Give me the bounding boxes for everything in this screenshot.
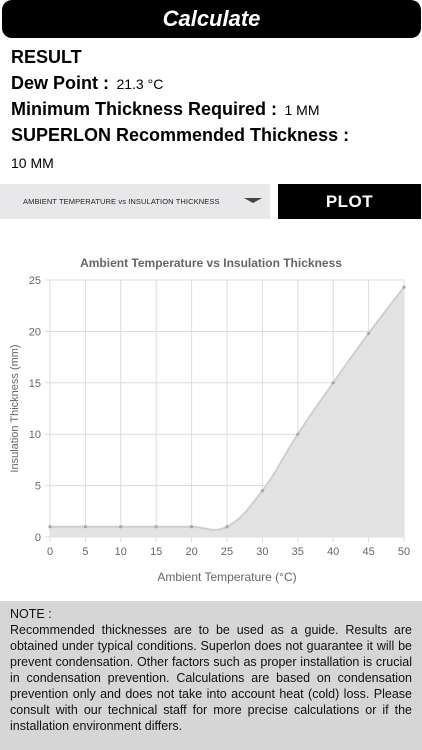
- data-point: [48, 525, 52, 529]
- x-tick-label: 20: [185, 546, 197, 558]
- x-tick-label: 15: [150, 546, 162, 558]
- dew-point-value: 21.3 °C: [116, 76, 164, 92]
- data-point: [154, 525, 158, 529]
- chart-area-fill: [50, 287, 404, 537]
- data-point: [225, 525, 229, 529]
- min-thickness-row: Minimum Thickness Required : 1 MM: [11, 96, 416, 122]
- calculate-button[interactable]: Calculate: [2, 0, 421, 38]
- data-point: [190, 525, 194, 529]
- x-tick-label: 50: [398, 546, 410, 558]
- result-heading: RESULT: [11, 47, 82, 67]
- x-tick-label: 0: [47, 546, 53, 558]
- y-tick-label: 15: [29, 378, 41, 390]
- y-tick-label: 10: [29, 429, 41, 441]
- note-body: Recommended thicknesses are to be used a…: [10, 623, 412, 733]
- data-point: [402, 285, 406, 289]
- y-tick-label: 25: [29, 275, 41, 287]
- x-tick-label: 25: [221, 546, 233, 558]
- recommended-thickness-value: 10 MM: [11, 155, 54, 171]
- chart-type-dropdown[interactable]: AMBIENT TEMPERATURE vs INSULATION THICKN…: [0, 184, 270, 219]
- data-point: [260, 489, 264, 493]
- thickness-chart: Ambient Temperature vs Insulation Thickn…: [0, 248, 422, 593]
- dew-point-label: Dew Point :: [11, 73, 109, 93]
- plot-button[interactable]: PLOT: [278, 184, 421, 219]
- min-thickness-value: 1 MM: [284, 102, 320, 118]
- x-tick-label: 5: [82, 546, 88, 558]
- result-panel: RESULT Dew Point : 21.3 °C Minimum Thick…: [11, 44, 416, 174]
- note-title: NOTE :: [10, 607, 52, 621]
- data-point: [119, 525, 123, 529]
- x-tick-label: 40: [327, 546, 339, 558]
- x-axis-label: Ambient Temperature (°C): [157, 570, 296, 584]
- data-point: [83, 525, 87, 529]
- chart-title: Ambient Temperature vs Insulation Thickn…: [80, 256, 342, 270]
- x-tick-label: 45: [362, 546, 374, 558]
- recommended-thickness-label: SUPERLON Recommended Thickness :: [11, 125, 350, 145]
- x-tick-label: 30: [256, 546, 268, 558]
- min-thickness-label: Minimum Thickness Required :: [11, 99, 278, 119]
- chart-svg: Ambient Temperature vs Insulation Thickn…: [9, 256, 410, 584]
- data-point: [331, 381, 335, 385]
- dew-point-row: Dew Point : 21.3 °C: [11, 70, 416, 96]
- chevron-down-icon: [244, 198, 262, 203]
- y-tick-label: 5: [35, 481, 41, 493]
- data-point: [367, 331, 371, 336]
- y-tick-label: 20: [29, 326, 41, 338]
- dropdown-selected-value: AMBIENT TEMPERATURE vs INSULATION THICKN…: [23, 197, 220, 206]
- note-panel: NOTE : Recommended thicknesses are to be…: [0, 601, 422, 750]
- data-point: [296, 432, 300, 436]
- y-tick-label: 0: [35, 532, 41, 544]
- x-tick-label: 35: [292, 546, 304, 558]
- y-axis-label: Insulation Thickness (mm): [9, 344, 21, 472]
- x-tick-label: 10: [115, 546, 127, 558]
